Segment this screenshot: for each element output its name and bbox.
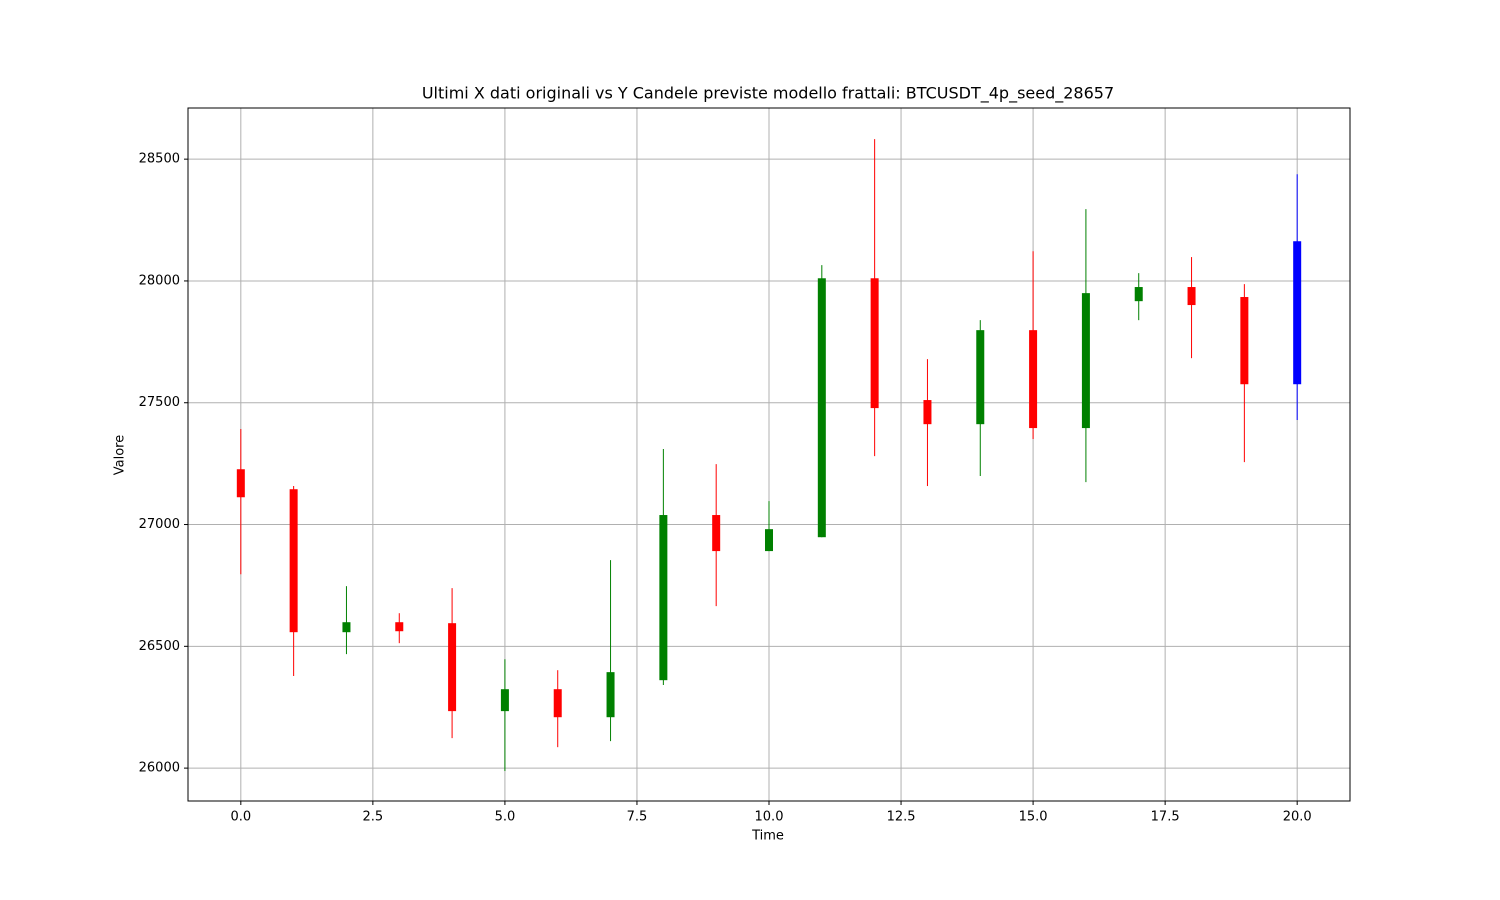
candle-body: [659, 515, 668, 681]
x-tick-label: 5.0: [495, 810, 516, 825]
candle-body: [1081, 293, 1090, 429]
candle-body: [1240, 297, 1249, 385]
x-tick-label: 10.0: [755, 810, 784, 825]
candle-body: [923, 400, 932, 425]
candle-body: [1293, 241, 1302, 385]
candle-body: [817, 278, 826, 538]
y-tick-label: 27500: [139, 395, 180, 410]
x-tick-label: 2.5: [363, 810, 384, 825]
x-tick-label: 7.5: [627, 810, 648, 825]
candle-body: [448, 623, 457, 712]
x-tick-label: 17.5: [1151, 810, 1180, 825]
candle-body: [1187, 287, 1196, 306]
candle-body: [500, 689, 509, 712]
candle-body: [553, 689, 562, 718]
y-tick-label: 28500: [139, 152, 180, 167]
x-axis-label: Time: [751, 829, 784, 844]
chart-title: Ultimi X dati originali vs Y Candele pre…: [422, 84, 1114, 104]
candle-body: [289, 489, 298, 633]
candle-body: [870, 278, 879, 409]
candle-body: [1134, 287, 1143, 302]
candle-body: [236, 469, 245, 498]
y-tick-label: 26500: [139, 639, 180, 654]
candle-body: [1029, 330, 1038, 429]
x-tick-label: 15.0: [1019, 810, 1048, 825]
y-axis-label: Valore: [113, 435, 128, 475]
y-tick-label: 27000: [139, 517, 180, 532]
x-tick-label: 20.0: [1283, 810, 1312, 825]
candle-body: [765, 529, 773, 552]
candle-body: [395, 622, 404, 632]
y-tick-label: 26000: [139, 761, 180, 776]
candle-body: [712, 515, 721, 552]
candle-body: [606, 672, 615, 718]
candle-body: [976, 330, 985, 425]
plot-frame: [187, 107, 1351, 802]
candle-body: [342, 622, 351, 633]
y-tick-label: 28000: [139, 273, 180, 288]
x-tick-label: 0.0: [230, 810, 251, 825]
x-tick-label: 12.5: [887, 810, 916, 825]
